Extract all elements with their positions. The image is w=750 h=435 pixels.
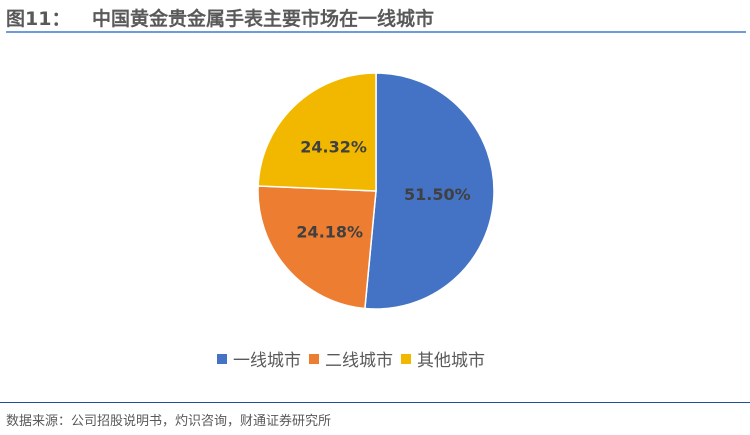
legend-swatch (309, 353, 319, 364)
pie-slice (257, 72, 377, 192)
legend-item: 一线城市 (217, 346, 301, 371)
legend-label: 其他城市 (417, 351, 485, 371)
pie-chart: 51.50% 24.18% 24.32% (257, 72, 495, 310)
source-note: 数据来源：公司招股说明书，灼识咨询，财通证券研究所 (6, 414, 332, 429)
pie-slice (257, 185, 377, 310)
legend-item: 二线城市 (309, 346, 393, 371)
data-label: 24.18% (296, 222, 363, 241)
figure-title: 图11： 中国黄金贵金属手表主要市场在一线城市 (6, 4, 434, 31)
legend-swatch (217, 353, 227, 364)
pie-slice (364, 72, 495, 310)
footer-divider (0, 402, 750, 403)
legend: 一线城市 二线城市 其他城市 (217, 346, 485, 371)
title-divider (6, 31, 746, 33)
figure-number: 图11： (6, 8, 71, 30)
legend-swatch (401, 353, 411, 364)
figure-title-text: 中国黄金贵金属手表主要市场在一线城市 (92, 8, 435, 30)
legend-label: 一线城市 (233, 351, 301, 371)
legend-item: 其他城市 (401, 346, 485, 371)
legend-label: 二线城市 (325, 351, 393, 371)
data-label: 24.32% (300, 138, 367, 157)
data-label: 51.50% (404, 185, 471, 204)
